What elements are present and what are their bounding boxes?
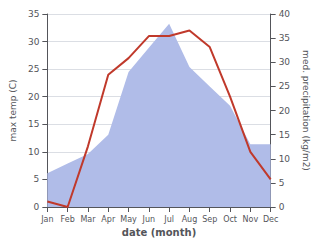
svg-text:Jan: Jan [40, 215, 53, 224]
svg-text:Oct: Oct [223, 215, 237, 224]
svg-text:30: 30 [28, 37, 40, 47]
svg-text:med. precipitation (kg/m2): med. precipitation (kg/m2) [301, 50, 311, 171]
svg-text:10: 10 [28, 147, 40, 157]
svg-text:20: 20 [279, 106, 291, 116]
svg-text:Feb: Feb [61, 215, 75, 224]
svg-text:Sep: Sep [202, 215, 217, 224]
svg-text:Jul: Jul [163, 215, 174, 224]
svg-text:Mar: Mar [80, 215, 96, 224]
svg-text:date (month): date (month) [122, 227, 196, 238]
svg-text:5: 5 [279, 178, 285, 188]
svg-text:Apr: Apr [101, 215, 116, 224]
svg-text:Aug: Aug [182, 215, 198, 224]
svg-text:40: 40 [279, 9, 291, 19]
svg-text:Dec: Dec [263, 215, 278, 224]
svg-text:10: 10 [279, 154, 291, 164]
svg-text:30: 30 [279, 57, 291, 67]
svg-text:Jun: Jun [142, 215, 156, 224]
svg-text:Nov: Nov [243, 215, 259, 224]
svg-text:5: 5 [34, 174, 40, 184]
svg-text:0: 0 [34, 202, 40, 212]
svg-text:35: 35 [279, 33, 290, 43]
svg-text:20: 20 [28, 92, 40, 102]
svg-text:15: 15 [279, 130, 290, 140]
svg-text:25: 25 [28, 64, 39, 74]
svg-text:15: 15 [28, 119, 39, 129]
svg-text:25: 25 [279, 81, 290, 91]
svg-text:max temp (C): max temp (C) [8, 79, 18, 141]
svg-text:35: 35 [28, 9, 39, 19]
svg-text:0: 0 [279, 202, 285, 212]
svg-text:May: May [120, 215, 137, 224]
